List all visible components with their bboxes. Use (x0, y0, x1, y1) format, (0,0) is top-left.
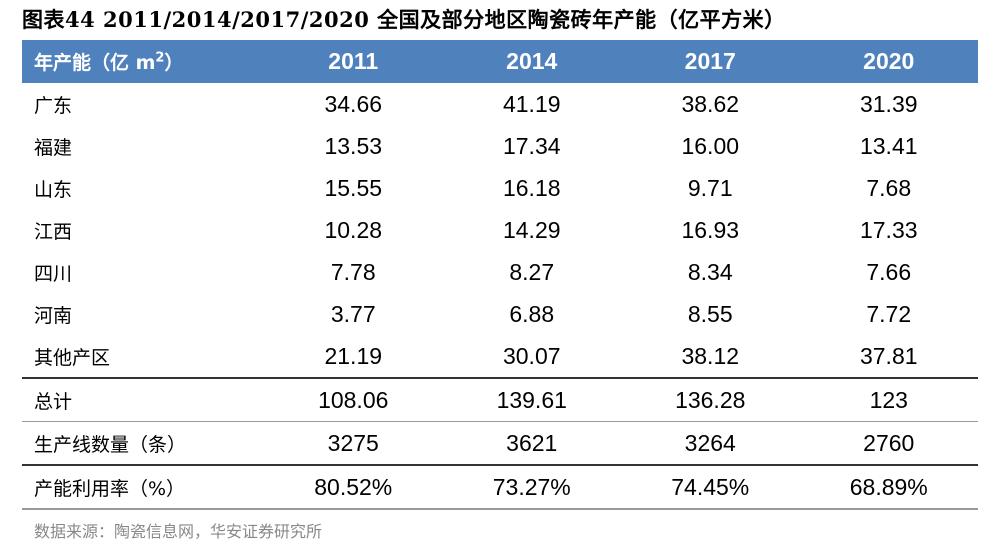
cell-value: 7.68 (866, 174, 912, 201)
row-label: 江西 (34, 220, 73, 243)
cell-value: 3.77 (330, 300, 376, 327)
cell-value: 73.27% (442, 464, 621, 510)
table-row: 四川 7.78 8.27 8.34 7.66 (22, 251, 978, 293)
table-row: 生产线数量（条） 3275 3621 3264 2760 (22, 421, 978, 465)
row-label: 山东 (34, 178, 73, 201)
cell-value: 34.66 (324, 90, 383, 117)
table-row: 产能利用率（%） 80.52% 73.27% 74.45% 68.89% (22, 464, 978, 510)
table-row: 广东 34.66 41.19 38.62 31.39 (22, 83, 978, 125)
header-year: 2014 (442, 40, 621, 83)
header-row: 年产能（亿 m2） 2011 2014 2017 2020 (22, 40, 978, 83)
cell-value: 108.06 (264, 377, 443, 422)
header-label-sup: 2 (155, 50, 165, 66)
row-label: 河南 (34, 304, 73, 327)
table-row: 总计 108.06 139.61 136.28 123 (22, 377, 978, 422)
table-row: 江西 10.28 14.29 16.93 17.33 (22, 209, 978, 251)
cell-value: 17.34 (502, 132, 561, 159)
table-row: 河南 3.77 6.88 8.55 7.72 (22, 293, 978, 335)
cell-value: 8.34 (687, 258, 733, 285)
cell-value: 3275 (264, 421, 443, 465)
cell-value: 7.66 (866, 258, 912, 285)
row-label: 产能利用率（%） (22, 464, 264, 510)
table-row: 山东 15.55 16.18 9.71 7.68 (22, 167, 978, 209)
row-label: 福建 (34, 136, 73, 159)
table-row: 福建 13.53 17.34 16.00 13.41 (22, 125, 978, 167)
cell-value: 16.18 (502, 174, 561, 201)
table-row: 其他产区 21.19 30.07 38.12 37.81 (22, 335, 978, 378)
cell-value: 9.71 (687, 174, 733, 201)
cell-value: 15.55 (324, 174, 383, 201)
cell-value: 31.39 (859, 90, 918, 117)
row-label: 广东 (34, 94, 73, 117)
cell-value: 14.29 (502, 216, 561, 243)
cell-value: 136.28 (621, 377, 800, 422)
cell-value: 10.28 (324, 216, 383, 243)
header-year: 2011 (264, 40, 443, 83)
header-year: 2020 (799, 40, 978, 83)
table-title: 图表44 2011/2014/2017/2020 全国及部分地区陶瓷砖年产能（亿… (22, 7, 786, 32)
cell-value: 16.00 (681, 132, 740, 159)
cell-value: 21.19 (324, 342, 383, 369)
cell-value: 16.93 (681, 216, 740, 243)
cell-value: 30.07 (502, 342, 561, 369)
cell-value: 37.81 (859, 342, 918, 369)
row-label: 生产线数量（条） (22, 421, 264, 465)
cell-value: 68.89% (799, 464, 978, 510)
cell-value: 7.78 (330, 258, 376, 285)
cell-value: 74.45% (621, 464, 800, 510)
cell-value: 8.55 (687, 300, 733, 327)
cell-value: 17.33 (859, 216, 918, 243)
cell-value: 38.62 (681, 90, 740, 117)
cell-value: 80.52% (264, 464, 443, 510)
cell-value: 13.41 (859, 132, 918, 159)
cell-value: 2760 (799, 421, 978, 465)
cell-value: 41.19 (502, 90, 561, 117)
cell-value: 139.61 (442, 377, 621, 422)
cell-value: 7.72 (866, 300, 912, 327)
cell-value: 13.53 (324, 132, 383, 159)
cell-value: 123 (799, 377, 978, 422)
header-label: 年产能（亿 m2） (22, 40, 264, 83)
header-year: 2017 (621, 40, 800, 83)
row-label: 其他产区 (34, 346, 111, 369)
cell-value: 3264 (621, 421, 800, 465)
cell-value: 38.12 (681, 342, 740, 369)
cell-value: 8.27 (509, 258, 555, 285)
row-label: 四川 (34, 262, 73, 285)
capacity-table: 年产能（亿 m2） 2011 2014 2017 2020 广东 34.66 41.… (22, 40, 978, 510)
source-note: 数据来源：陶瓷信息网，华安证券研究所 (34, 522, 323, 541)
header-label-end: ） (164, 52, 184, 74)
row-label: 总计 (22, 377, 264, 422)
header-label-text: 年产能（亿 m (34, 52, 156, 74)
cell-value: 3621 (442, 421, 621, 465)
cell-value: 6.88 (509, 300, 555, 327)
